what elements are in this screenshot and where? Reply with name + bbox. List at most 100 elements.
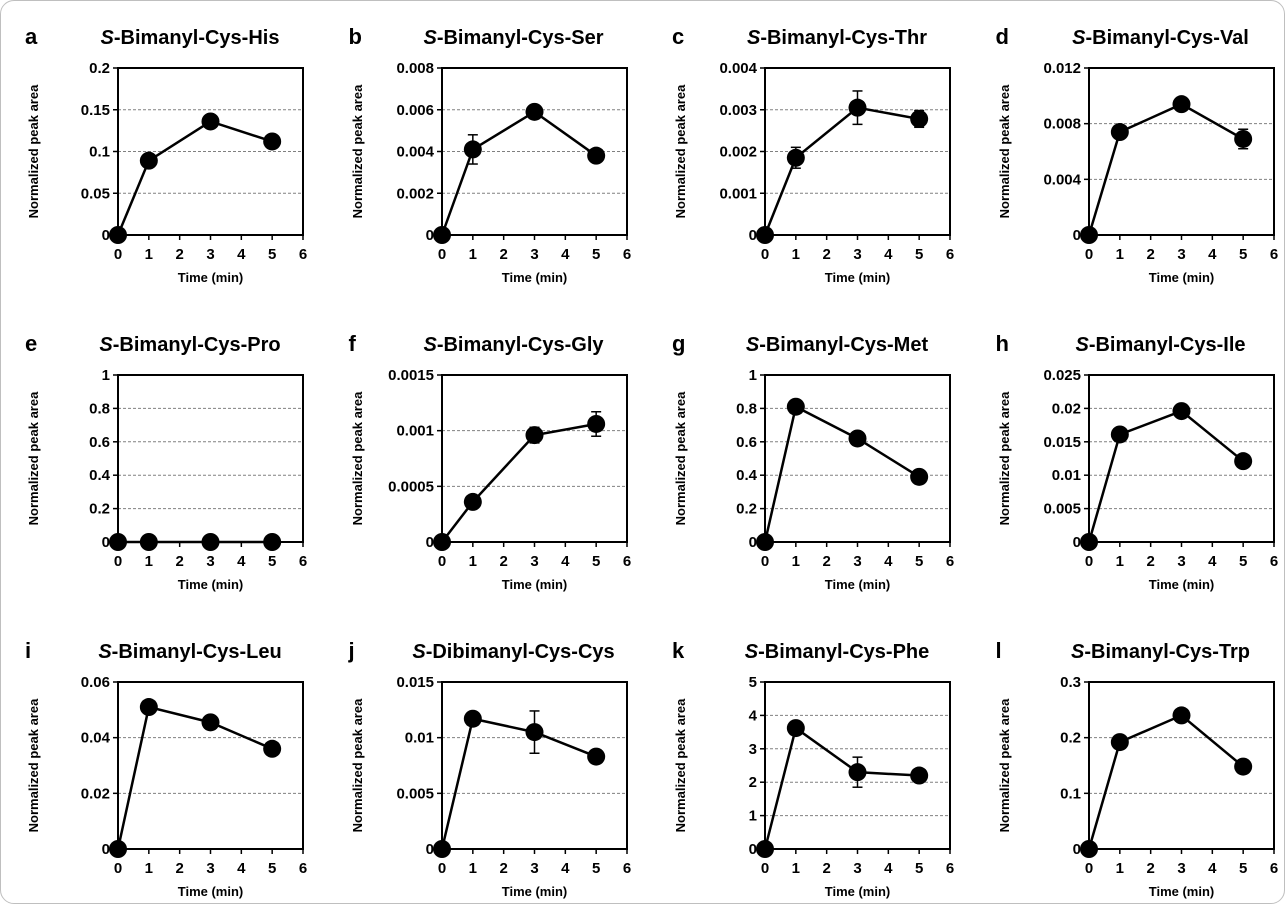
x-axis-label: Time (min) [1148,884,1214,899]
y-tick-label: 0.001 [719,185,757,202]
x-tick-label: 5 [591,860,599,877]
data-point [525,426,543,444]
y-tick-label: 0.6 [736,434,757,451]
y-axis-label: Normalized peak area [997,391,1012,525]
x-tick-label: 0 [761,860,769,877]
x-tick-label: 0 [114,860,122,877]
x-axis-label: Time (min) [178,270,244,285]
data-point [202,713,220,731]
data-point [140,698,158,716]
x-tick-label: 1 [468,246,476,263]
x-tick-label: 5 [1238,553,1246,570]
x-axis-label: Time (min) [825,270,891,285]
y-tick-label: 0.005 [1043,501,1081,518]
x-tick-label: 4 [237,246,246,263]
x-tick-label: 2 [499,246,507,263]
x-tick-label: 6 [622,553,630,570]
x-axis-label: Time (min) [178,884,244,899]
data-point [109,840,127,858]
y-tick-label: 0 [102,534,110,551]
y-tick-label: 0 [425,841,433,858]
x-axis-label: Time (min) [501,270,567,285]
x-tick-label: 2 [1146,553,1154,570]
y-tick-label: 0.01 [404,730,433,747]
x-tick-label: 3 [853,553,861,570]
y-tick-label: 0.0005 [388,478,434,495]
y-axis-label: Normalized peak area [26,84,41,218]
series-line [765,108,919,235]
y-axis-label: Normalized peak area [997,698,1012,832]
y-tick-label: 0.004 [1043,171,1081,188]
y-tick-label: 0.04 [81,730,111,747]
y-tick-label: 0.06 [81,674,110,691]
x-tick-label: 5 [591,246,599,263]
y-tick-label: 0.0015 [388,367,434,384]
x-tick-label: 2 [822,553,830,570]
x-axis-label: Time (min) [178,577,244,592]
y-tick-label: 4 [749,707,758,724]
plot-area-border [118,375,303,542]
data-point [202,533,220,551]
x-tick-label: 6 [622,246,630,263]
data-point [910,468,928,486]
y-tick-label: 0.005 [396,785,434,802]
x-tick-label: 5 [915,246,923,263]
data-point [109,226,127,244]
x-tick-label: 1 [1115,553,1123,570]
x-tick-label: 6 [622,860,630,877]
x-tick-label: 5 [268,246,276,263]
x-tick-label: 1 [1115,860,1123,877]
y-tick-label: 0.006 [396,102,434,119]
x-tick-label: 3 [530,860,538,877]
x-axis-label: Time (min) [825,577,891,592]
data-point [463,493,481,511]
data-point [787,149,805,167]
y-tick-label: 0.015 [1043,434,1081,451]
y-tick-label: 0.2 [89,60,110,77]
y-tick-label: 0.2 [89,501,110,518]
x-tick-label: 6 [1269,553,1277,570]
x-tick-label: 0 [1084,553,1092,570]
x-tick-label: 4 [561,553,570,570]
y-tick-label: 0.002 [719,144,757,161]
series-line [118,707,272,849]
y-tick-label: 1 [102,367,110,384]
y-tick-label: 0 [1072,227,1080,244]
data-point [587,748,605,766]
y-tick-label: 0.2 [1060,730,1081,747]
data-point [849,763,867,781]
y-tick-label: 0.8 [736,400,757,417]
x-tick-label: 3 [530,246,538,263]
data-point [1234,130,1252,148]
x-axis-label: Time (min) [1148,270,1214,285]
series-line [442,719,596,849]
x-tick-label: 2 [499,860,507,877]
data-point [756,533,774,551]
x-tick-label: 6 [946,246,954,263]
x-tick-label: 3 [206,553,214,570]
data-point [756,226,774,244]
y-tick-label: 0.008 [1043,116,1081,133]
x-tick-label: 3 [1177,553,1185,570]
x-tick-label: 3 [206,860,214,877]
y-tick-label: 0.001 [396,423,434,440]
x-tick-label: 2 [1146,860,1154,877]
x-tick-label: 5 [915,553,923,570]
data-point [910,110,928,128]
data-point [263,740,281,758]
y-axis-label: Normalized peak area [350,698,365,832]
x-tick-label: 6 [299,246,307,263]
data-point [433,840,451,858]
x-tick-label: 4 [1208,860,1217,877]
x-tick-label: 6 [1269,246,1277,263]
y-tick-label: 0.02 [1051,400,1080,417]
